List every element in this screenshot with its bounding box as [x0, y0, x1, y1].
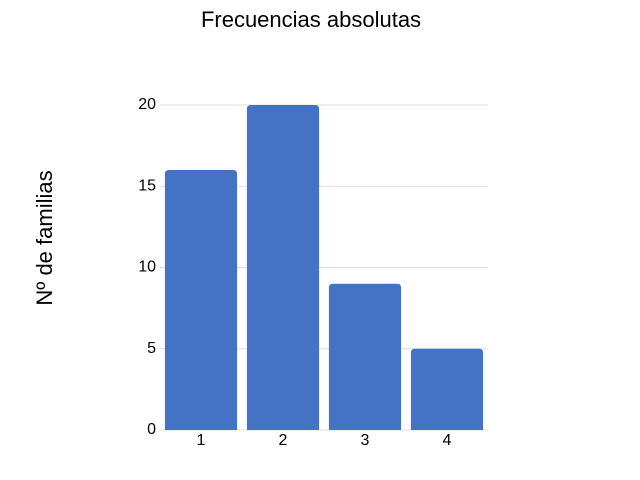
y-tick-label: 15: [138, 177, 156, 194]
bar: [410, 348, 484, 430]
y-tick-label: 20: [138, 96, 156, 113]
x-tick-label: 4: [443, 432, 452, 449]
y-axis-label: Nº de familias: [32, 170, 57, 305]
x-tick-label: 1: [197, 432, 206, 449]
y-tick-label: 0: [147, 421, 156, 438]
x-tick-label: 3: [361, 432, 370, 449]
y-tick-label: 5: [147, 340, 156, 357]
chart-title: Frecuencias absolutas: [201, 7, 421, 32]
bar: [328, 283, 402, 430]
bar: [164, 170, 238, 430]
bar: [246, 105, 320, 430]
x-tick-label: 2: [279, 432, 288, 449]
y-tick-label: 10: [138, 259, 156, 276]
